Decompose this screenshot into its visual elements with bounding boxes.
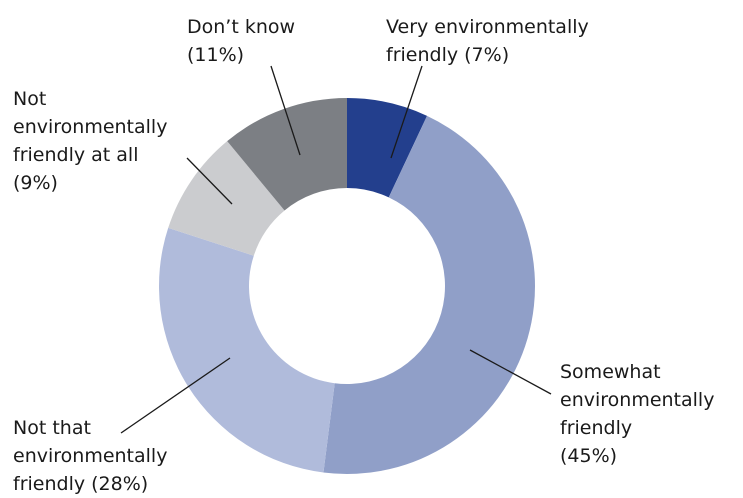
leader-line-not-environmentally-friendly-at-all [186,157,233,205]
slice-label-line: environmentally [13,445,167,467]
slice-label-line: (11%) [187,44,244,66]
slice-somewhat-environmentally-friendly [323,115,535,474]
leader-line-somewhat-environmentally-friendly [469,349,552,395]
slice-label-line: environmentally [560,389,714,411]
slice-label-line: friendly at all [13,144,138,166]
slice-label-line: friendly (28%) [13,473,148,495]
leader-lines [120,65,552,434]
slice-label-line: friendly (7%) [386,44,509,66]
slice-label-line: (9%) [13,172,58,194]
slice-label-line: Somewhat [560,361,661,383]
leader-line-very-environmentally-friendly [390,65,423,159]
slice-label-very-environmentally-friendly: Very environmentally friendly (7%) [386,16,589,66]
slice-label-line: Don’t know [187,16,295,38]
leader-line-don-t-know [270,65,301,156]
slice-label-line: (45%) [560,445,617,467]
slice-label-line: friendly [560,417,632,439]
slice-label-line: Very environmentally [386,16,589,38]
slice-label-not-environmentally-friendly-at-all: Not environmentally friendly at all (9%) [13,88,167,194]
slice-label-not-that-environmentally-friendly: Not that environmentally friendly (28%) [13,417,167,495]
slice-labels: Very environmentally friendly (7%) Somewha… [13,16,714,495]
slice-don-t-know [227,98,347,211]
slice-not-that-environmentally-friendly [158,227,335,473]
donut-slices [158,98,535,474]
slice-label-don-t-know: Don’t know (11%) [187,16,295,66]
slice-label-somewhat-environmentally-friendly: Somewhat environmentally friendly (45%) [560,361,714,467]
slice-very-environmentally-friendly [347,98,428,198]
slice-label-line: environmentally [13,116,167,138]
leader-line-not-that-environmentally-friendly [120,357,231,434]
slice-label-line: Not [13,88,46,110]
slice-label-line: Not that [13,417,91,439]
